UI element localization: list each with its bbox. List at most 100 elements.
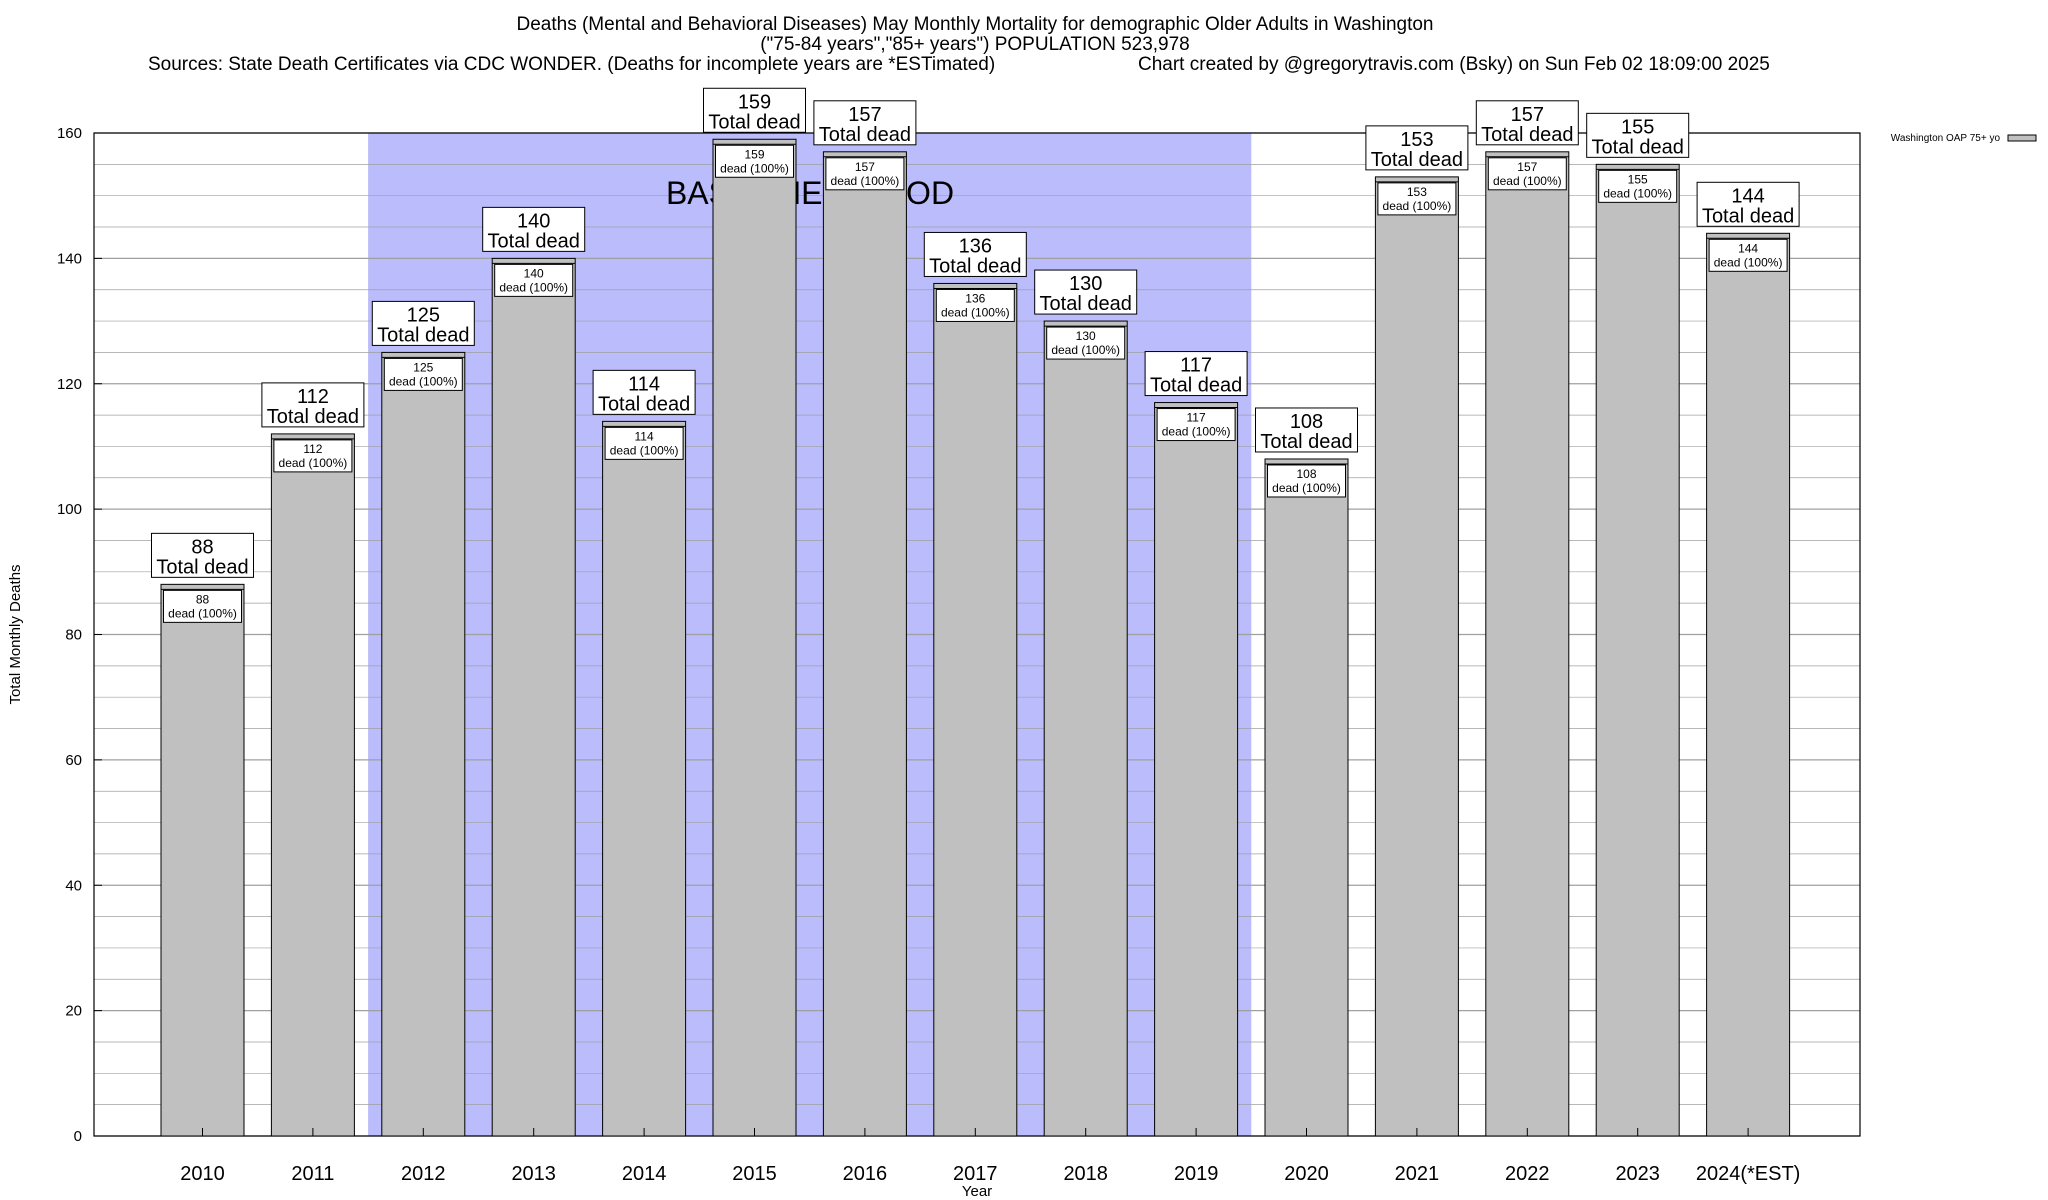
- y-tick-label: 20: [65, 1003, 82, 1020]
- total-label-text: Total dead: [267, 406, 359, 428]
- x-tick-label: 2020: [1284, 1163, 1329, 1185]
- inner-label-box: [1598, 169, 1678, 203]
- total-label-box: [592, 369, 696, 415]
- inner-label-text: dead (100%): [610, 443, 679, 457]
- inner-label-value: 125: [413, 360, 433, 374]
- chart-title: Deaths (Mental and Behavioral Diseases) …: [516, 14, 1434, 35]
- y-tick-label: 140: [57, 250, 82, 267]
- legend-swatch: [2007, 134, 2037, 142]
- inner-label-box: [494, 263, 574, 297]
- inner-label-value: 144: [1738, 241, 1758, 255]
- y-tick-label: 80: [65, 627, 82, 644]
- total-label-value: 157: [848, 104, 881, 126]
- total-label-value: 153: [1400, 129, 1433, 151]
- inner-label-box: [1156, 408, 1236, 442]
- y-tick-label: 120: [57, 376, 82, 393]
- x-axis-label: Year: [962, 1183, 992, 1200]
- baseline-period-label: BASELINE PERIOD: [666, 175, 954, 211]
- chart-credit: Chart created by @gregorytravis.com (Bsk…: [1138, 54, 1770, 75]
- total-label-box: [923, 231, 1027, 277]
- inner-label-value: 88: [196, 592, 210, 606]
- inner-label-value: 159: [744, 147, 764, 161]
- total-label-text: Total dead: [1592, 136, 1684, 158]
- bar: [1706, 232, 1791, 1137]
- bar: [1264, 458, 1349, 1137]
- inner-label-box: [604, 426, 684, 460]
- inner-label-box: [273, 439, 353, 473]
- total-label-box: [1255, 407, 1358, 453]
- y-tick-label: 60: [65, 752, 82, 769]
- total-label-text: Total dead: [1150, 375, 1242, 397]
- total-label-box: [1365, 125, 1469, 171]
- x-tick-label: 2014: [622, 1163, 667, 1185]
- x-tick-label: 2012: [401, 1163, 446, 1185]
- inner-label-text: dead (100%): [831, 174, 900, 188]
- total-label-text: Total dead: [156, 556, 248, 578]
- inner-label-box: [1267, 464, 1346, 498]
- total-label-box: [261, 382, 365, 428]
- inner-label-value: 130: [1076, 329, 1096, 343]
- total-label-value: 108: [1290, 411, 1323, 433]
- inner-label-text: dead (100%): [279, 456, 348, 470]
- bar: [491, 257, 576, 1137]
- inner-label-text: dead (100%): [720, 161, 789, 175]
- inner-label-text: dead (100%): [168, 606, 237, 620]
- bar: [933, 282, 1018, 1137]
- x-tick-label: 2023: [1615, 1163, 1660, 1185]
- inner-label-value: 153: [1407, 185, 1427, 199]
- inner-label-box: [1487, 157, 1567, 191]
- total-label-text: Total dead: [1481, 124, 1573, 146]
- total-label-box: [1034, 269, 1138, 315]
- bar: [712, 138, 797, 1137]
- inner-label-text: dead (100%): [499, 280, 568, 294]
- total-label-text: Total dead: [929, 255, 1021, 277]
- bar: [1485, 151, 1570, 1137]
- total-label-value: 130: [1069, 273, 1102, 295]
- total-label-text: Total dead: [1040, 293, 1132, 315]
- bar: [1154, 402, 1239, 1137]
- x-tick-label: 2021: [1395, 1163, 1440, 1185]
- y-tick-label: 40: [65, 877, 82, 894]
- total-label-box: [1144, 351, 1248, 397]
- total-label-value: 88: [191, 536, 213, 558]
- x-tick-label: 2010: [180, 1163, 225, 1185]
- total-label-text: Total dead: [708, 111, 800, 133]
- inner-label-text: dead (100%): [389, 374, 458, 388]
- x-tick-label: 2016: [843, 1163, 888, 1185]
- inner-label-value: 114: [635, 429, 654, 443]
- inner-label-text: dead (100%): [1272, 481, 1341, 495]
- inner-label-text: dead (100%): [1493, 174, 1562, 188]
- total-label-value: 144: [1731, 185, 1764, 207]
- inner-label-value: 117: [1187, 411, 1206, 425]
- inner-label-value: 108: [1296, 467, 1316, 481]
- total-label-box: [1696, 181, 1800, 227]
- inner-label-value: 140: [524, 266, 544, 280]
- total-label-value: 136: [959, 235, 992, 257]
- total-label-value: 155: [1621, 116, 1654, 138]
- inner-label-box: [163, 589, 242, 623]
- total-label-value: 112: [297, 386, 329, 408]
- total-label-box: [1586, 112, 1690, 158]
- total-label-value: 157: [1511, 104, 1544, 126]
- x-tick-label: 2024(*EST): [1696, 1163, 1801, 1185]
- total-label-value: 114: [628, 373, 660, 395]
- inner-label-value: 155: [1628, 172, 1648, 186]
- chart-subtitle: ("75-84 years","85+ years") POPULATION 5…: [760, 34, 1190, 55]
- x-tick-label: 2019: [1174, 1163, 1219, 1185]
- inner-label-box: [1377, 182, 1457, 216]
- legend-label: Washington OAP 75+ yo: [1891, 133, 2001, 144]
- total-label-text: Total dead: [377, 324, 469, 346]
- inner-label-text: dead (100%): [1162, 425, 1231, 439]
- inner-label-box: [1708, 238, 1788, 272]
- bar: [602, 420, 687, 1137]
- inner-label-text: dead (100%): [941, 305, 1010, 319]
- y-tick-label: 160: [57, 125, 82, 142]
- inner-label-value: 136: [965, 291, 985, 305]
- total-label-text: Total dead: [1260, 431, 1352, 453]
- bar: [822, 151, 907, 1137]
- total-label-text: Total dead: [598, 393, 690, 415]
- total-label-value: 140: [517, 210, 550, 232]
- inner-label-value: 157: [1517, 160, 1537, 174]
- total-label-text: Total dead: [488, 230, 580, 252]
